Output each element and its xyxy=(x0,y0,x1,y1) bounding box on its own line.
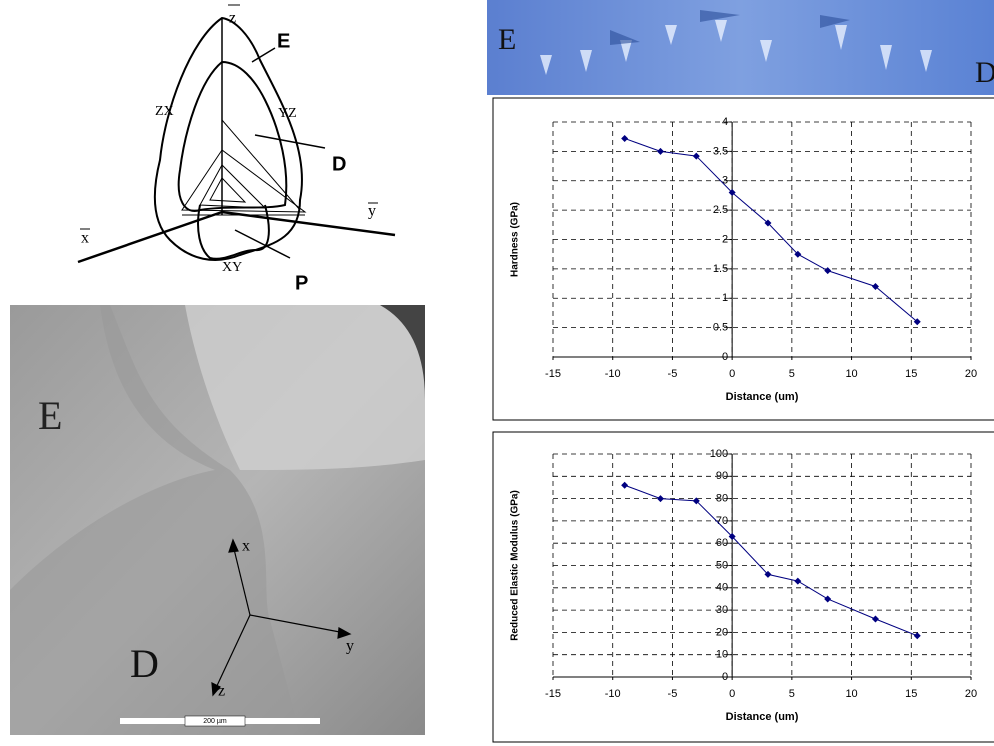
region-label: D xyxy=(975,56,994,89)
region-label: D xyxy=(332,153,346,175)
x-tick-label: 15 xyxy=(905,368,917,380)
y-tick-label: 100 xyxy=(710,448,728,460)
axis-label: x xyxy=(242,538,250,555)
y-tick-label: 90 xyxy=(716,470,728,482)
x-tick-label: 0 xyxy=(729,368,735,380)
plane-label: XY xyxy=(222,260,242,275)
chart-frame xyxy=(493,98,994,420)
axis-label: z xyxy=(218,683,225,700)
figure: z y x ZX YZ XY E D P E D x y z 200 µm E … xyxy=(0,0,994,746)
y-tick-label: 70 xyxy=(716,515,728,527)
afm-strip xyxy=(487,0,994,95)
x-tick-label: -10 xyxy=(605,688,621,700)
x-tick-label: 20 xyxy=(965,368,977,380)
y-tick-label: 2 xyxy=(722,233,728,245)
region-label: D xyxy=(130,641,159,686)
x-tick-label: 20 xyxy=(965,688,977,700)
y-tick-label: 80 xyxy=(716,493,728,505)
chart-frame xyxy=(493,432,994,742)
x-tick-label: 15 xyxy=(905,688,917,700)
x-tick-label: -5 xyxy=(668,368,678,380)
y-tick-label: 2.5 xyxy=(713,204,728,216)
tooth-diagram xyxy=(78,5,395,262)
x-tick-label: 5 xyxy=(789,688,795,700)
y-axis-label: Hardness (GPa) xyxy=(510,202,521,277)
x-tick-label: 10 xyxy=(845,688,857,700)
x-tick-label: -15 xyxy=(545,688,561,700)
x-tick-label: -15 xyxy=(545,368,561,380)
x-tick-label: -5 xyxy=(668,688,678,700)
y-tick-label: 3.5 xyxy=(713,145,728,157)
region-label: E xyxy=(38,393,62,438)
y-tick-label: 60 xyxy=(716,537,728,549)
y-tick-label: 10 xyxy=(716,649,728,661)
region-label: E xyxy=(277,30,290,52)
x-tick-label: 5 xyxy=(789,368,795,380)
region-label: P xyxy=(295,272,308,294)
figure-canvas: z y x ZX YZ XY E D P E D x y z 200 µm E … xyxy=(0,0,994,746)
y-tick-label: 50 xyxy=(716,559,728,571)
sem-image xyxy=(10,305,425,735)
x-tick-label: -10 xyxy=(605,368,621,380)
x-axis-label: Distance (um) xyxy=(726,391,799,403)
plane-label: ZX xyxy=(155,104,174,119)
y-tick-label: 1.5 xyxy=(713,263,728,275)
y-tick-label: 30 xyxy=(716,604,728,616)
y-axis-label: Reduced Elastic Modulus (GPa) xyxy=(510,490,521,641)
y-tick-label: 20 xyxy=(716,626,728,638)
plane-label: YZ xyxy=(278,106,297,121)
x-axis-label: Distance (um) xyxy=(726,711,799,723)
axis-label: x xyxy=(81,230,89,247)
axis-label: y xyxy=(346,638,354,655)
x-tick-label: 0 xyxy=(729,688,735,700)
region-label: E xyxy=(498,23,516,56)
x-tick-label: 10 xyxy=(845,368,857,380)
y-tick-label: 4 xyxy=(722,116,728,128)
y-tick-label: 40 xyxy=(716,582,728,594)
axis-label: y xyxy=(368,203,376,220)
y-tick-label: 1 xyxy=(722,292,728,304)
scale-bar-label: 200 µm xyxy=(203,718,227,725)
y-tick-label: 0.5 xyxy=(713,322,728,334)
axis-label: z xyxy=(229,10,236,27)
